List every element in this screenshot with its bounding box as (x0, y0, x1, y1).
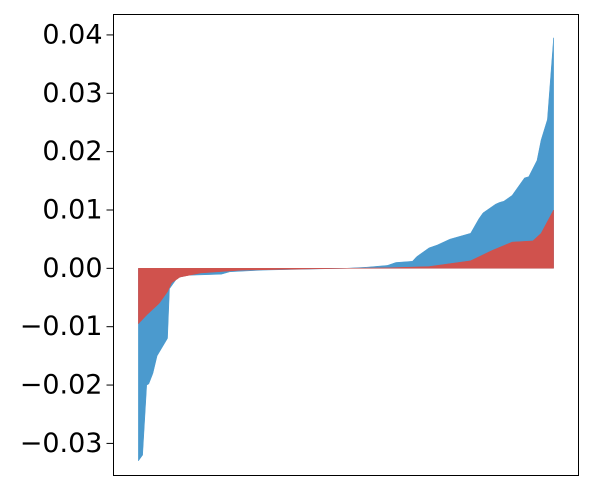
y-tick-label: −0.02 (20, 370, 103, 401)
y-tick-label: 0.04 (42, 19, 102, 50)
y-axis: 0.04 0.03 0.02 0.01 0.00 −0.01 −0.02 −0.03 (20, 19, 114, 459)
series-layer (138, 37, 554, 462)
area-series-1 (138, 37, 554, 462)
y-tick-label: 0.02 (42, 136, 102, 167)
y-tick-label: 0.00 (42, 253, 102, 284)
plot-frame (113, 14, 579, 476)
y-tick-label: −0.01 (20, 311, 103, 342)
y-tick-label: 0.03 (42, 78, 102, 109)
y-tick-label: −0.03 (20, 428, 103, 459)
area-series-2 (138, 209, 554, 325)
y-tick-label: 0.01 (42, 194, 102, 225)
